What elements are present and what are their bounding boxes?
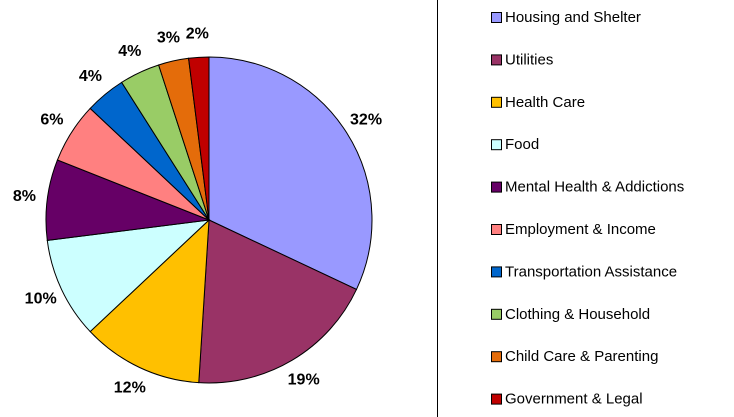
legend-label: Transportation Assistance	[505, 263, 677, 280]
pie-slice	[198, 219, 358, 384]
legend-label: Clothing & Household	[505, 306, 650, 323]
data-label: 8%	[13, 188, 36, 205]
legend-swatch	[491, 96, 502, 108]
legend-label: Government & Legal	[505, 391, 643, 408]
pie-slice	[89, 218, 210, 384]
legend-label: Housing and Shelter	[505, 9, 641, 26]
data-label: 6%	[40, 112, 63, 129]
legend-swatch	[491, 54, 502, 66]
data-label: 32%	[350, 112, 382, 129]
data-label: 4%	[118, 43, 141, 60]
legend-swatch	[491, 351, 502, 363]
legend-label: Mental Health & Addictions	[505, 179, 684, 196]
data-label: 10%	[25, 290, 57, 307]
legend-swatch	[491, 266, 502, 278]
data-label: 2%	[186, 26, 209, 43]
legend-swatch	[491, 224, 502, 235]
legend-swatch	[491, 308, 502, 320]
legend-swatch	[491, 393, 502, 405]
data-label: 12%	[114, 380, 146, 397]
pie-slice	[188, 56, 210, 221]
data-label: 19%	[288, 371, 320, 388]
pie-slice	[208, 56, 373, 291]
legend-swatch	[491, 181, 502, 193]
data-label: 4%	[79, 68, 102, 85]
legend-label: Health Care	[505, 94, 585, 111]
legend-swatch	[491, 139, 502, 151]
data-label: 3%	[157, 30, 180, 47]
legend-label: Utilities	[505, 51, 553, 68]
pie-slice	[46, 219, 211, 333]
legend-label: Child Care & Parenting	[505, 348, 658, 365]
legend-swatch	[491, 12, 502, 23]
legend-label: Food	[505, 136, 539, 153]
legend-label: Employment & Income	[505, 221, 656, 238]
